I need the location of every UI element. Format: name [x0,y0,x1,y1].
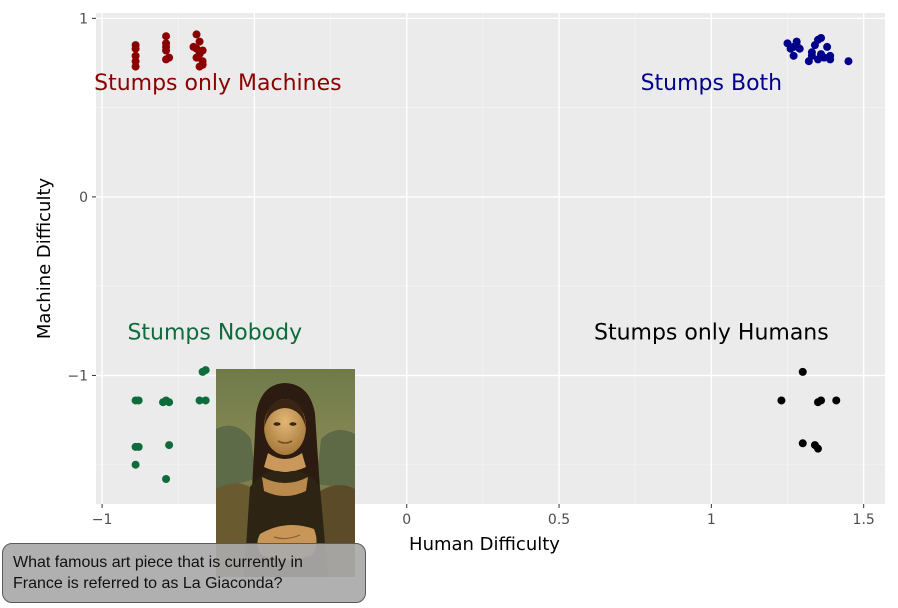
y-tick-label: 0 [79,190,88,206]
data-points [131,30,853,484]
data-point [813,444,822,453]
question-text-box: What famous art piece that is currently … [2,543,366,603]
data-point [777,396,786,405]
x-tick-label: 1 [707,512,716,528]
data-point [798,367,807,376]
y-axis: −1 0 1 [67,11,96,384]
data-point [165,441,174,450]
data-point [832,396,841,405]
quadrant-label: Stumps only Machines [94,71,341,96]
data-point [795,44,804,53]
data-point [192,30,201,39]
data-point [789,51,798,60]
data-point [165,398,174,407]
data-point [817,396,826,405]
data-point [820,53,829,62]
x-tick-label: 0.5 [548,512,570,528]
data-point [162,475,171,484]
data-point [162,55,171,64]
data-point [195,62,204,71]
quadrant-labels: Stumps only Machines Stumps Both Stumps No… [94,71,829,346]
data-point [826,55,835,64]
data-point [201,396,210,405]
grid-minor [96,13,885,504]
data-point [159,398,168,407]
data-point [162,46,171,55]
quadrant-label: Stumps Both [641,71,783,96]
y-tick-label: 1 [79,11,88,27]
data-point [131,460,140,469]
data-point [798,439,807,448]
question-text: What famous art piece that is currently … [13,554,303,592]
data-point [813,55,822,64]
x-axis-title: Human Difficulty [409,534,560,555]
data-point [201,366,210,375]
y-axis-title: Machine Difficulty [34,177,55,339]
data-point [131,62,140,71]
x-axis: −1−0.500.511.5 [92,504,875,528]
data-point [823,42,832,51]
data-point [192,53,201,62]
data-point [195,37,204,46]
x-tick-label: 1.5 [853,512,875,528]
x-tick-label: 0 [402,512,411,528]
quadrant-label: Stumps Nobody [127,321,302,346]
quadrant-label: Stumps only Humans [594,321,829,346]
data-point [131,44,140,53]
data-point [804,57,813,66]
y-tick-label: −1 [67,368,88,384]
data-point [134,396,143,405]
data-point [134,442,143,451]
data-point [810,41,819,50]
data-point [844,57,853,66]
data-point [162,32,171,41]
x-tick-label: −1 [92,512,113,528]
data-point [195,396,204,405]
